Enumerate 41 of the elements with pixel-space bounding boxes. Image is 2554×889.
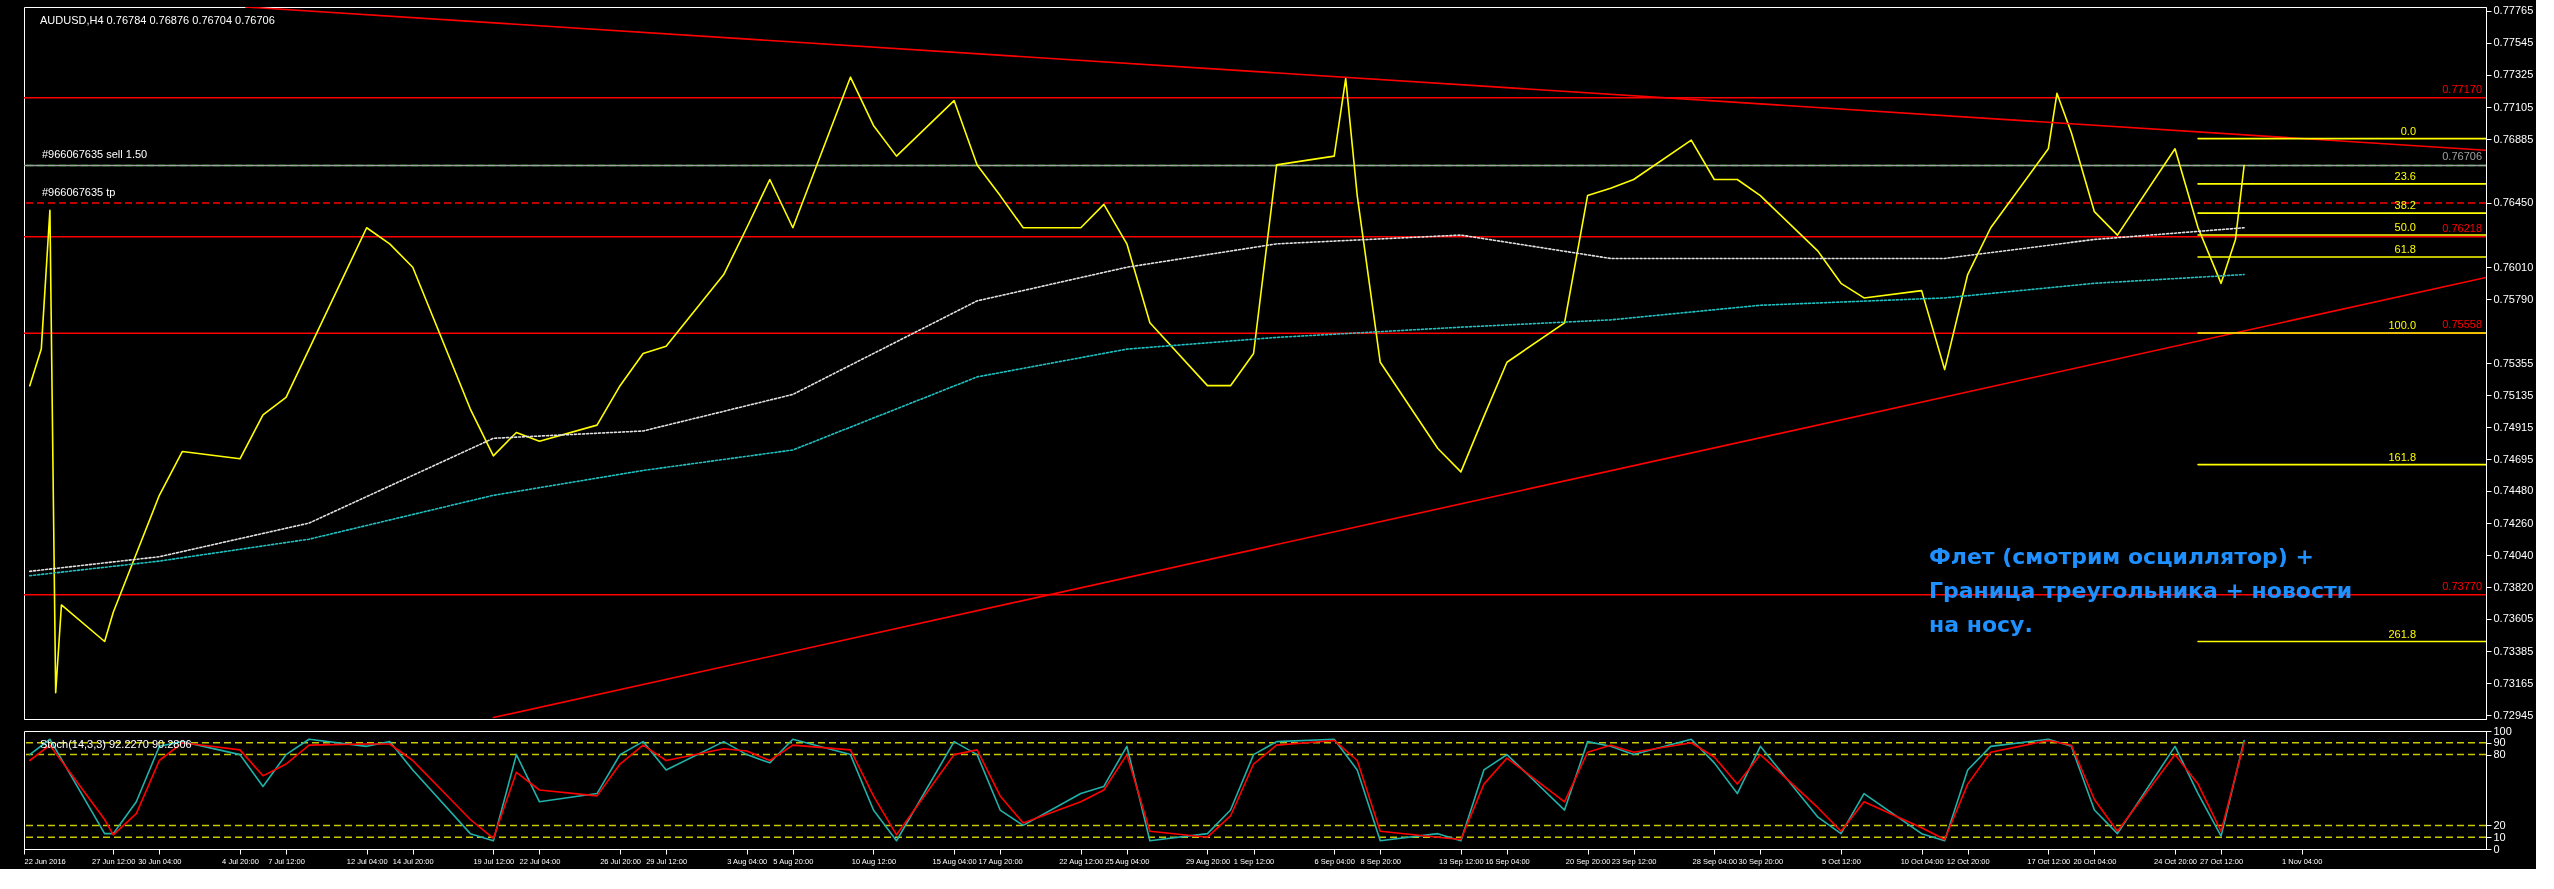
y-tick-label: 0.73820 bbox=[2493, 580, 2534, 593]
y-tick-label: 0.74260 bbox=[2493, 516, 2534, 529]
y-tick-label: 0.74040 bbox=[2493, 548, 2534, 561]
series-label: 50.0 bbox=[2394, 221, 2416, 234]
ref-line-label: 0.75558 bbox=[2442, 318, 2482, 331]
series-label: 100.0 bbox=[2388, 319, 2416, 332]
ref-line-label: #966067635 sell 1.50 bbox=[42, 148, 148, 161]
y-tick-label: 0.76010 bbox=[2493, 260, 2534, 273]
y-tick-label: 0.73165 bbox=[2493, 676, 2534, 689]
ref-line-label: 0.76218 bbox=[2442, 221, 2482, 234]
y-tick-label: 0.76885 bbox=[2493, 132, 2534, 145]
series-label: 0.0 bbox=[2400, 124, 2416, 137]
y-tick-label: 0.74695 bbox=[2493, 452, 2534, 465]
y-tick-label: 20 bbox=[2493, 818, 2506, 831]
y-tick-label: 0.77765 bbox=[2493, 4, 2534, 17]
y-tick-label: 0.73385 bbox=[2493, 644, 2534, 657]
y-tick-label: 80 bbox=[2493, 748, 2506, 761]
ref-line-label: 0.73770 bbox=[2442, 579, 2482, 592]
y-tick-label: 100 bbox=[2493, 724, 2512, 737]
ref-line-label: 0.76706 bbox=[2442, 150, 2482, 163]
y-tick-label: 0.77325 bbox=[2493, 68, 2534, 81]
y-tick-label: 0.75790 bbox=[2493, 292, 2534, 305]
ref-line-label: 0.77170 bbox=[2442, 82, 2482, 95]
y-tick-label: 10 bbox=[2493, 830, 2506, 843]
series-label: 161.8 bbox=[2388, 450, 2416, 463]
y-tick-label: 0.77545 bbox=[2493, 36, 2534, 49]
series-label: 61.8 bbox=[2394, 243, 2416, 255]
y-tick-label: 0.74480 bbox=[2493, 484, 2534, 497]
y-tick-label: 0.74915 bbox=[2493, 420, 2534, 433]
y-tick-label: 0.75135 bbox=[2493, 388, 2534, 401]
y-tick-label: 0.76450 bbox=[2493, 196, 2534, 209]
y-tick-label: 0.73605 bbox=[2493, 612, 2534, 625]
y-tick-label: 0.72945 bbox=[2493, 708, 2534, 721]
y-tick-label: 0.77105 bbox=[2493, 100, 2534, 113]
series-label: 23.6 bbox=[2394, 169, 2416, 182]
y-tick-label: 0 bbox=[2493, 842, 2500, 855]
ref-line-label: #966067635 tp bbox=[42, 185, 116, 198]
text: AUDUSD,H4 0.76784 0.76876 0.76704 0.76706 bbox=[40, 14, 275, 26]
y-tick-label: 0.75355 bbox=[2493, 356, 2534, 369]
y-tick-label: 90 bbox=[2493, 736, 2506, 749]
series-label: 261.8 bbox=[2388, 627, 2416, 640]
